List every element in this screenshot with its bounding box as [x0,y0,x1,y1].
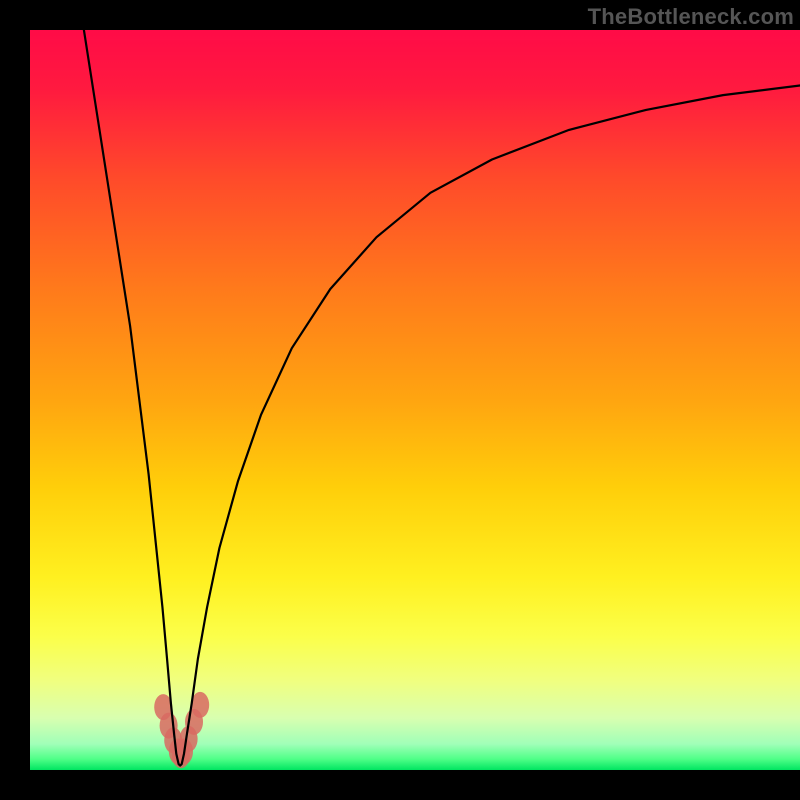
plot-area [30,30,800,770]
chart-frame: TheBottleneck.com [0,0,800,800]
bottleneck-curve [84,30,800,766]
markers-group [154,692,209,768]
watermark-text: TheBottleneck.com [588,4,794,30]
curve-layer [30,30,800,770]
marker-dot [191,692,209,718]
